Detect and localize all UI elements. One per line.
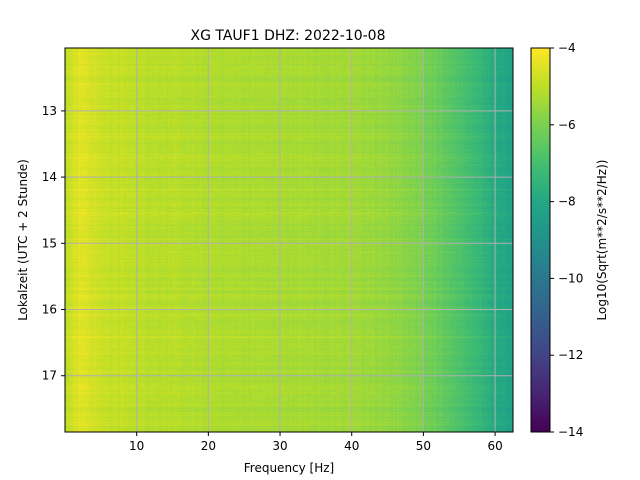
y-axis: 13 14 15 16 17 xyxy=(42,104,65,383)
x-tick-label: 30 xyxy=(272,439,287,453)
x-tick-label: 50 xyxy=(416,439,431,453)
y-axis-label: Lokalzeit (UTC + 2 Stunde) xyxy=(16,159,30,321)
x-tick-label: 10 xyxy=(129,439,144,453)
spectrogram-heatmap xyxy=(65,48,513,432)
colorbar-tick-label: −14 xyxy=(558,425,583,439)
grid-lines xyxy=(65,48,513,432)
colorbar-tick-label: −6 xyxy=(558,118,576,132)
colorbar-label: Log10(Sqrt(m**2/s**2/Hz)) xyxy=(595,160,609,321)
y-tick-label: 17 xyxy=(42,369,57,383)
y-tick-label: 16 xyxy=(42,303,57,317)
heatmap-plot xyxy=(64,47,514,433)
colorbar-tick-label: −12 xyxy=(558,348,583,362)
colorbar-gradient xyxy=(530,47,551,433)
x-tick-label: 60 xyxy=(487,439,502,453)
x-tick-label: 40 xyxy=(344,439,359,453)
colorbar-tick-label: −8 xyxy=(558,195,576,209)
x-axis: 10 20 30 40 50 60 xyxy=(129,432,503,453)
x-tick-label: 20 xyxy=(201,439,216,453)
colorbar-ticks: −4 −6 −8 −10 −12 −14 xyxy=(550,41,583,439)
x-axis-label: Frequency [Hz] xyxy=(244,461,335,475)
colorbar-tick-label: −10 xyxy=(558,271,583,285)
y-tick-label: 15 xyxy=(42,236,57,250)
colorbar: −4 −6 −8 −10 −12 −14 Log10(Sqrt(m**2/s**2/Hz)… xyxy=(530,41,609,439)
plot-frame xyxy=(64,47,514,433)
colorbar-tick-label: −4 xyxy=(558,41,576,55)
chart-title: XG TAUF1 DHZ: 2022-10-08 xyxy=(190,28,385,44)
y-tick-label: 13 xyxy=(42,104,57,118)
y-tick-label: 14 xyxy=(42,170,57,184)
